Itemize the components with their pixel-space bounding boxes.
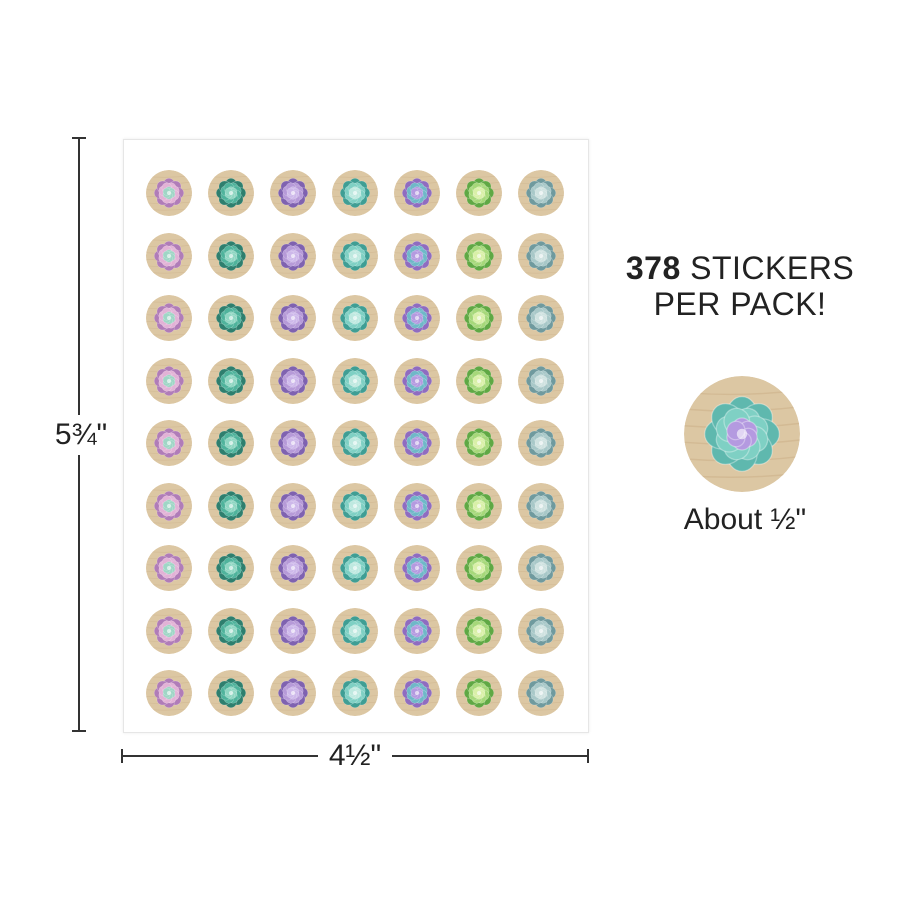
sticker-gray-green-rosette: [518, 420, 564, 466]
promo-line-1: 378 STICKERS: [610, 250, 870, 286]
sample-sticker-image: [684, 376, 800, 492]
sticker-purple-echeveria: [270, 545, 316, 591]
sticker-gray-green-rosette: [518, 295, 564, 341]
sticker-gray-green-rosette: [518, 545, 564, 591]
sticker-aqua-rosette: [332, 295, 378, 341]
sticker-blue-violet-rosette: [394, 420, 440, 466]
sticker-teal-agave: [208, 232, 254, 279]
width-dimension-label: 4½": [318, 736, 392, 776]
sticker-teal-agave: [208, 607, 254, 654]
height-dimension-bottom-cap: [72, 730, 86, 732]
sticker-aqua-rosette: [332, 357, 378, 404]
sticker-lime-succulent: [456, 170, 502, 216]
promo-line-2: PER PACK!: [653, 286, 827, 322]
sticker-aqua-rosette: [332, 170, 378, 216]
sticker-gray-green-rosette: [518, 482, 564, 529]
sticker-teal-agave: [208, 295, 254, 341]
sticker-aqua-rosette: [332, 232, 378, 279]
sticker-purple-echeveria: [270, 420, 316, 466]
sample-size-label: About ½": [683, 503, 807, 536]
sticker-gray-green-rosette: [518, 232, 564, 279]
sticker-teal-agave: [208, 482, 254, 529]
sticker-teal-agave: [208, 170, 254, 216]
sticker-gray-green-rosette: [518, 670, 564, 716]
sticker-blue-violet-rosette: [394, 482, 440, 529]
width-dimension-right-cap: [587, 749, 589, 763]
sticker-purple-echeveria: [270, 295, 316, 341]
sticker-gray-green-rosette: [518, 170, 564, 216]
sticker-lime-succulent: [456, 420, 502, 466]
sticker-lime-succulent: [456, 357, 502, 404]
sticker-blue-violet-rosette: [394, 670, 440, 716]
sticker-gray-green-rosette: [518, 357, 564, 404]
sticker-blue-violet-rosette: [394, 232, 440, 279]
sticker-aqua-rosette: [332, 482, 378, 529]
width-dimension-left-cap: [121, 749, 123, 763]
sticker-purple-echeveria: [270, 357, 316, 404]
sticker-teal-agave: [208, 545, 254, 591]
sticker-purple-echeveria: [270, 170, 316, 216]
sticker-blue-violet-rosette: [394, 295, 440, 341]
sticker-purple-echeveria: [270, 607, 316, 654]
promo-line-1-rest: STICKERS: [680, 250, 855, 286]
sticker-teal-agave: [208, 357, 254, 404]
sticker-count: 378: [625, 250, 681, 286]
sticker-blue-violet-rosette: [394, 545, 440, 591]
sticker-lime-succulent: [456, 295, 502, 341]
sticker-teal-agave: [208, 420, 254, 466]
sticker-pink-echeveria: [146, 357, 192, 404]
sticker-pink-echeveria: [146, 420, 192, 466]
sticker-blue-violet-rosette: [394, 170, 440, 216]
sticker-aqua-rosette: [332, 545, 378, 591]
sticker-pink-echeveria: [146, 670, 192, 716]
sticker-pink-echeveria: [146, 295, 192, 341]
sticker-pink-echeveria: [146, 482, 192, 529]
height-dimension-top-cap: [72, 137, 86, 139]
promo-text: 378 STICKERS PER PACK!: [610, 250, 870, 322]
sticker-pink-echeveria: [146, 232, 192, 279]
sticker-aqua-rosette: [332, 670, 378, 716]
sticker-purple-echeveria: [270, 232, 316, 279]
sticker-gray-green-rosette: [518, 607, 564, 654]
sticker-lime-succulent: [456, 482, 502, 529]
height-dimension-label: 5¾": [52, 415, 110, 455]
sticker-sheet: [123, 139, 589, 733]
sticker-teal-agave: [208, 670, 254, 716]
sticker-pink-echeveria: [146, 545, 192, 591]
sticker-lime-succulent: [456, 607, 502, 654]
sticker-blue-violet-rosette: [394, 607, 440, 654]
sticker-lime-succulent: [456, 545, 502, 591]
sticker-pink-echeveria: [146, 607, 192, 654]
sticker-blue-violet-rosette: [394, 357, 440, 404]
sticker-lime-succulent: [456, 232, 502, 279]
sticker-purple-echeveria: [270, 670, 316, 716]
sticker-aqua-rosette: [332, 420, 378, 466]
sticker-lime-succulent: [456, 670, 502, 716]
sticker-pink-echeveria: [146, 170, 192, 216]
sticker-aqua-rosette: [332, 607, 378, 654]
sticker-purple-echeveria: [270, 482, 316, 529]
